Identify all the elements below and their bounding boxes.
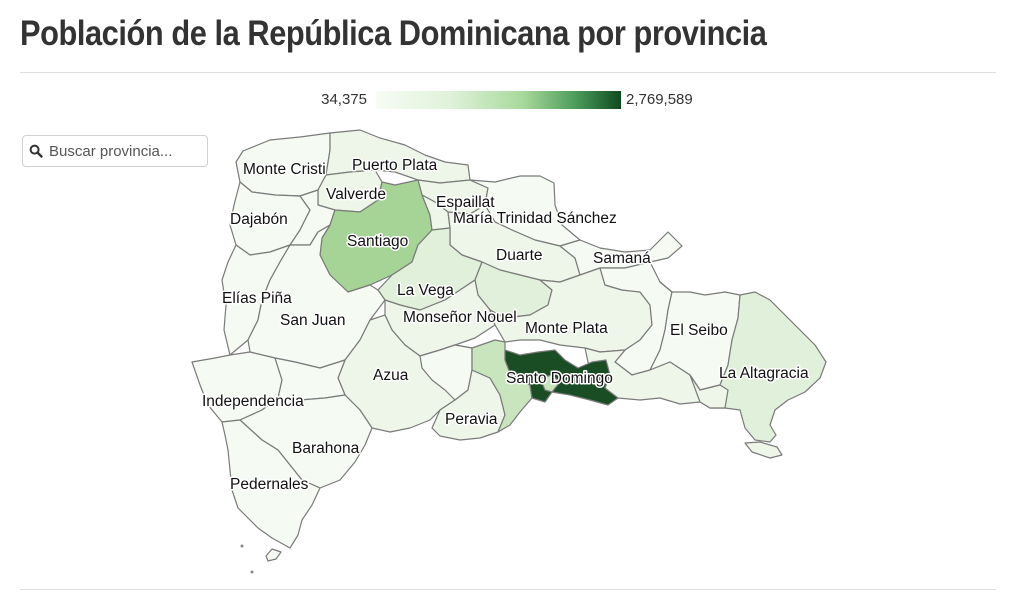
province-pedernales[interactable]: Pedernales (221, 419, 321, 549)
page-title: Población de la República Dominicana por… (20, 14, 767, 53)
search-input[interactable] (49, 142, 199, 160)
legend-min-label: 34,375 (321, 91, 367, 108)
label-samana: Samaná (593, 250, 651, 267)
label-el-seibo: El Seibo (670, 322, 728, 339)
color-legend: 34,375 2,769,589 (0, 88, 1024, 112)
province-san-cristobal[interactable]: San Cristóbal (471, 339, 533, 433)
province-distrito-nacional[interactable]: Distrito Nacional (539, 374, 561, 393)
label-espaillat: Espaillat (436, 194, 495, 211)
province-labels: Monte Cristi Puerto Plata Valverde Espai… (201, 156, 811, 495)
legend-max-label: 2,769,589 (626, 91, 693, 108)
label-maria-trinidad-sanchez: María Trinidad Sánchez (453, 210, 617, 227)
search-icon (23, 136, 49, 166)
label-azua: Azua (373, 367, 409, 384)
label-monte-cristi: Monte Cristi (243, 161, 326, 178)
label-monte-plata: Monte Plata (525, 320, 608, 337)
label-valverde: Valverde (326, 186, 386, 203)
legend-gradient-bar (376, 91, 621, 109)
province-la-romana[interactable]: La Romana (689, 374, 729, 409)
province-samana[interactable]: Samaná (559, 231, 683, 276)
label-barahona: Barahona (292, 440, 360, 457)
label-elias-pina: Elías Piña (222, 290, 292, 307)
footer-divider (20, 589, 996, 590)
label-independencia: Independencia (202, 393, 304, 410)
title-divider (20, 72, 996, 73)
island-beata (265, 548, 282, 562)
label-puerto-plata: Puerto Plata (352, 157, 438, 174)
label-santo-domingo: Santo Domingo (506, 370, 613, 387)
province-santo-domingo[interactable]: Santo Domingo (504, 349, 619, 406)
label-san-juan: San Juan (280, 312, 346, 329)
label-la-vega: La Vega (397, 282, 454, 299)
search-box[interactable] (22, 135, 208, 167)
label-santiago: Santiago (347, 233, 408, 250)
label-pedernales: Pedernales (230, 476, 309, 493)
islet-marker (240, 544, 244, 548)
label-duarte: Duarte (496, 247, 543, 264)
label-dajabon: Dajabón (230, 211, 288, 228)
label-monsenor-nouel: Monseñor Nouel (403, 309, 517, 326)
label-la-altagracia: La Altagracia (719, 365, 809, 382)
label-peravia: Peravia (445, 411, 498, 428)
islet-marker (250, 570, 254, 574)
island-saona (744, 441, 783, 459)
